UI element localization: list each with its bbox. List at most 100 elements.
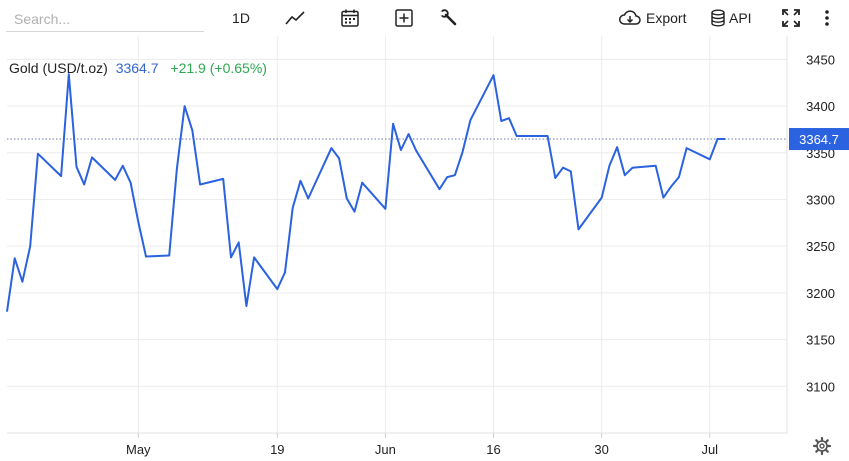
data-point [392,123,394,125]
data-point [284,271,286,273]
data-point [183,105,185,107]
data-point [624,174,626,176]
last-price: 3364.7 [115,60,159,76]
export-button[interactable]: Export [618,6,694,30]
data-point [191,129,193,131]
data-point [516,135,518,137]
data-point [307,197,309,199]
y-tick-label: 3200 [806,286,835,301]
data-point [655,165,657,167]
data-point [601,196,603,198]
data-point [508,117,510,119]
data-point [709,158,711,160]
api-label: API [729,10,752,26]
data-point [14,257,16,259]
data-point [129,182,131,184]
data-point [230,256,232,258]
data-point [222,178,224,180]
instrument-info: Gold (USD/t.oz) 3364.7 +21.9 (+0.65%) [9,60,267,76]
data-point [608,165,610,167]
wrench-icon [439,9,457,26]
data-point [330,147,332,149]
data-point [554,177,556,179]
x-tick-label: 16 [486,442,500,457]
chart-settings-button[interactable] [812,436,832,456]
data-point [446,176,448,178]
data-point [91,156,93,158]
data-point [570,170,572,172]
price-tag-label: 3364.7 [799,132,839,147]
data-point [245,305,247,307]
data-point [276,288,278,290]
series-line [6,73,726,312]
y-tick-label: 3300 [806,192,835,207]
x-tick-label: 19 [270,442,284,457]
data-point [716,138,718,140]
data-point [685,147,687,149]
add-indicator-button[interactable] [392,6,416,30]
y-tick-label: 3250 [806,239,835,254]
expand-icon [782,9,800,27]
data-point [37,153,39,155]
fullscreen-button[interactable] [778,6,804,30]
calendar-icon [341,9,359,27]
data-point [75,166,77,168]
y-tick-label: 3400 [806,99,835,114]
data-point [60,175,62,177]
data-point [299,180,301,182]
data-point [176,167,178,169]
price-change: +21.9 (+0.65%) [170,60,267,76]
y-tick-label: 3450 [806,52,835,67]
data-point [6,310,8,312]
data-point [238,241,240,243]
data-point [338,157,340,159]
gear-icon [812,436,832,456]
data-point [662,196,664,198]
data-point [361,182,363,184]
database-icon [711,9,725,27]
data-point [438,188,440,190]
data-point [137,221,139,223]
line-chart-icon [285,11,305,25]
x-tick-label: Jul [701,442,718,457]
data-point [492,74,494,76]
data-point [546,135,548,137]
data-point [562,167,564,169]
data-point [29,245,31,247]
timeframe-label: 1D [232,10,250,26]
instrument-name: Gold (USD/t.oz) [9,60,108,76]
data-point [454,174,456,176]
data-point [577,228,579,230]
timeframe-button[interactable]: 1D [222,6,260,30]
data-point [469,119,471,121]
data-point [145,255,147,257]
data-point [21,281,23,283]
data-point [724,138,726,140]
cloud-download-icon [619,10,641,25]
y-tick-label: 3150 [806,333,835,348]
data-point [83,183,85,185]
more-menu-button[interactable] [818,6,836,30]
data-point [353,210,355,212]
api-button[interactable]: API [710,6,760,30]
data-point [346,197,348,199]
x-tick-label: May [126,442,151,457]
data-point [114,179,116,181]
data-point [199,183,201,185]
data-point [461,151,463,153]
tools-button[interactable] [437,6,461,30]
data-point [616,146,618,148]
export-label: Export [646,10,687,26]
data-point [523,135,525,137]
data-point [253,256,255,258]
search-input[interactable] [6,6,204,32]
date-range-button[interactable] [338,6,362,30]
chart-type-button[interactable] [282,6,308,30]
price-tag [789,128,849,151]
data-point [168,254,170,256]
more-vert-icon [825,10,829,26]
data-point [407,133,409,135]
data-point [670,185,672,187]
data-point [384,208,386,210]
